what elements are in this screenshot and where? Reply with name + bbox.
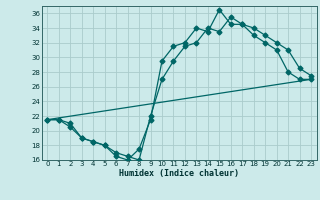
X-axis label: Humidex (Indice chaleur): Humidex (Indice chaleur) (119, 169, 239, 178)
